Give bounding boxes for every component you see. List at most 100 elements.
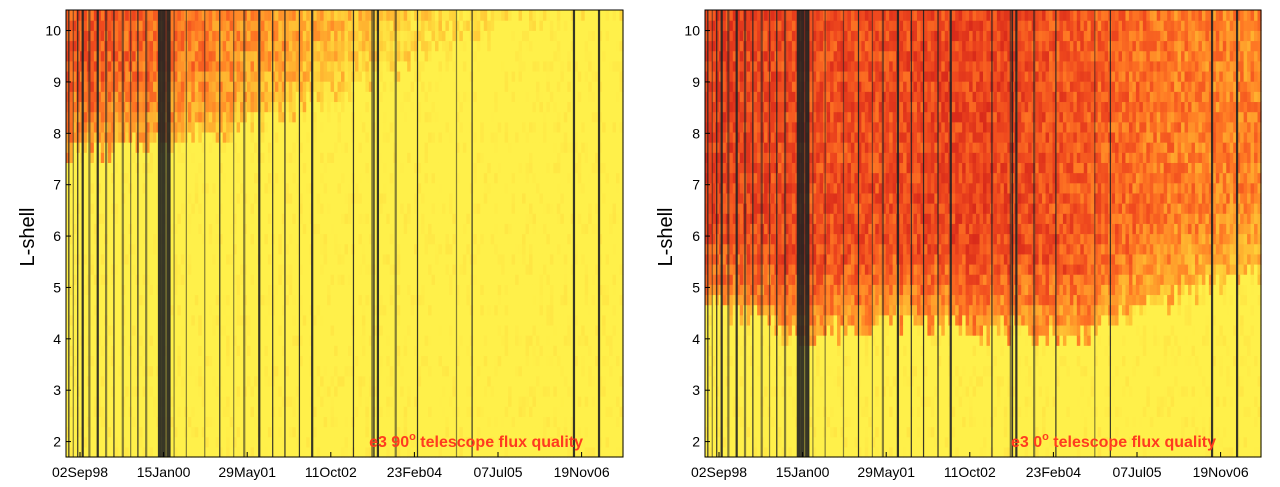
heatmap-cell	[132, 10, 137, 21]
heatmap-cell	[219, 355, 224, 367]
heatmap-cell	[428, 152, 433, 163]
heatmap-cell	[125, 406, 130, 417]
heatmap-cell	[139, 233, 144, 245]
heatmap-cell	[208, 263, 213, 275]
heatmap-cell	[142, 436, 147, 448]
heatmap-cell	[72, 81, 78, 92]
heatmap-cell	[271, 121, 276, 133]
heatmap-cell	[76, 10, 81, 21]
heatmap-cell	[139, 426, 144, 438]
heatmap-cell	[316, 274, 321, 285]
heatmap-cell	[368, 274, 373, 285]
heatmap-cell	[271, 294, 276, 306]
heatmap-cell	[334, 70, 339, 82]
heatmap-cell	[403, 213, 408, 224]
heatmap-cell	[107, 355, 112, 367]
heatmap-cell	[250, 294, 255, 306]
heatmap-cell	[229, 30, 234, 42]
heatmap-cell	[285, 203, 290, 214]
heatmap-cell	[396, 385, 401, 397]
heatmap-cell	[111, 345, 116, 357]
heatmap-cell	[386, 30, 391, 42]
heatmap-cell	[292, 274, 297, 285]
heatmap-cell	[417, 213, 422, 224]
heatmap-cell	[295, 385, 300, 397]
heatmap-cell	[407, 385, 412, 397]
heatmap-cell	[299, 142, 304, 153]
heatmap-cell	[389, 172, 394, 184]
heatmap-cell	[229, 314, 234, 326]
heatmap-cell	[72, 223, 78, 235]
heatmap-cell	[187, 182, 192, 194]
heatmap-cell	[445, 40, 450, 52]
heatmap-cell	[243, 253, 248, 265]
heatmap-cell	[222, 294, 227, 306]
heatmap-cell	[114, 243, 119, 255]
heatmap-cell	[205, 314, 210, 326]
heatmap-cell	[448, 345, 454, 357]
heatmap-cell	[250, 162, 255, 174]
heatmap-cell	[146, 396, 151, 407]
heatmap-cell	[219, 131, 224, 143]
heatmap-cell	[198, 172, 203, 184]
heatmap-cell	[247, 274, 252, 285]
heatmap-cell	[278, 40, 283, 52]
heatmap-cell	[173, 426, 178, 438]
heatmap-cell	[177, 436, 182, 448]
heatmap-cell	[229, 345, 234, 357]
heatmap-cell	[146, 131, 151, 143]
heatmap-cell	[327, 40, 332, 52]
heatmap-cell	[264, 203, 269, 214]
heatmap-cell	[260, 70, 266, 82]
heatmap-cell	[313, 142, 318, 153]
heatmap-cell	[97, 324, 102, 336]
heatmap-cell	[389, 436, 394, 448]
heatmap-cell	[198, 142, 203, 153]
heatmap-cell	[278, 396, 283, 407]
heatmap-cell	[313, 324, 318, 336]
heatmap-cell	[267, 50, 272, 62]
heatmap-cell	[358, 223, 363, 235]
heatmap-cell	[66, 314, 71, 326]
heatmap-cell	[173, 233, 178, 245]
heatmap-cell	[424, 91, 429, 103]
heatmap-cell	[240, 81, 245, 92]
heatmap-cell	[177, 203, 182, 214]
heatmap-cell	[215, 375, 220, 387]
heatmap-cell	[66, 243, 71, 255]
heatmap-cell	[386, 335, 391, 346]
heatmap-cell	[382, 101, 387, 113]
heatmap-cell	[302, 111, 307, 123]
heatmap-cell	[320, 101, 325, 113]
heatmap-cell	[295, 152, 300, 163]
heatmap-cell	[173, 396, 178, 407]
heatmap-cell	[389, 446, 394, 458]
heatmap-cell	[233, 253, 238, 265]
heatmap-cell	[400, 365, 405, 377]
heatmap-cell	[215, 81, 220, 92]
heatmap-cell	[299, 81, 304, 92]
heatmap-cell	[421, 203, 426, 214]
heatmap-cell	[285, 335, 290, 346]
heatmap-cell	[330, 142, 335, 153]
heatmap-cell	[76, 203, 81, 214]
heatmap-cell	[341, 162, 346, 174]
heatmap-cell	[424, 172, 429, 184]
heatmap-cell	[403, 304, 408, 316]
heatmap-cell	[66, 263, 71, 275]
heatmap-cell	[431, 91, 436, 103]
heatmap-cell	[382, 314, 387, 326]
heatmap-cell	[320, 274, 325, 285]
heatmap-cell	[407, 243, 412, 255]
heatmap-cell	[201, 91, 206, 103]
heatmap-cell	[306, 131, 311, 143]
heatmap-cell	[173, 365, 178, 377]
heatmap-cell	[285, 426, 290, 438]
heatmap-cell	[118, 385, 123, 397]
heatmap-cell	[330, 101, 335, 113]
heatmap-cell	[274, 263, 279, 275]
heatmap-cell	[271, 253, 276, 265]
heatmap-cell	[337, 416, 342, 428]
heatmap-cell	[191, 324, 196, 336]
heatmap-cell	[455, 121, 460, 133]
